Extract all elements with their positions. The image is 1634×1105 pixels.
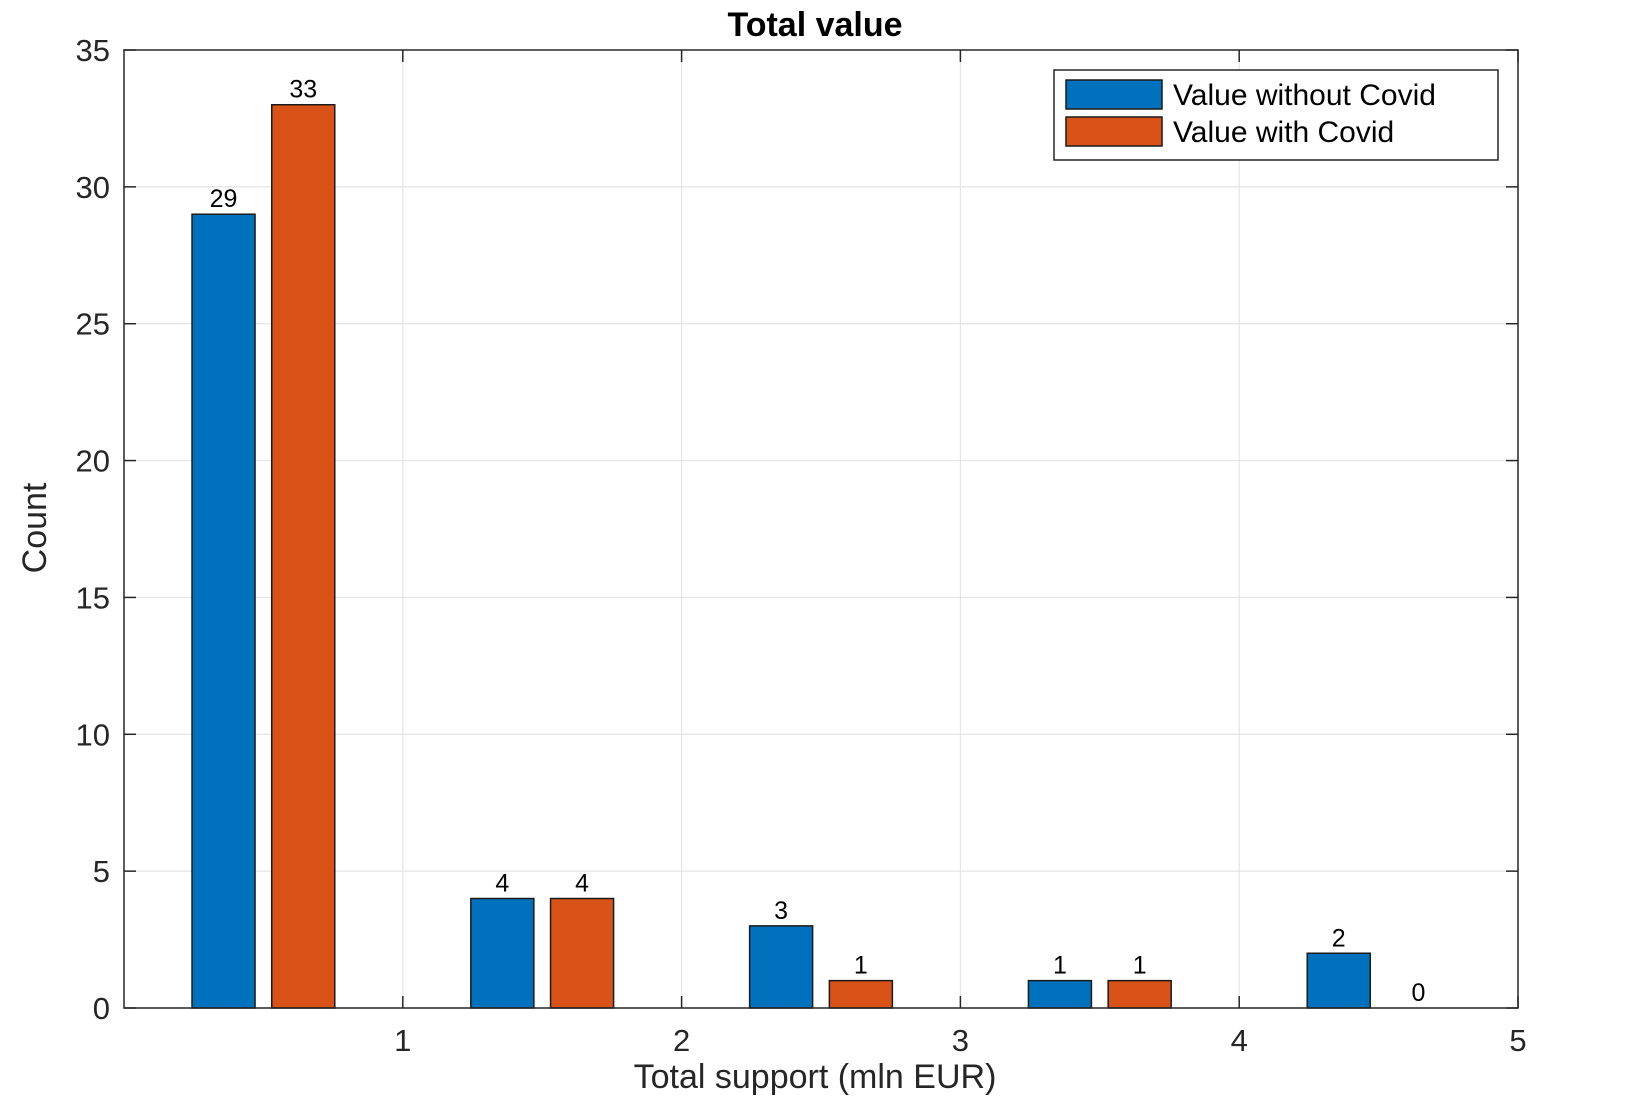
bar-without-covid <box>1027 979 1093 1009</box>
bars <box>191 103 1371 1009</box>
data-label: 29 <box>210 185 238 213</box>
data-labels: 2933443111200 <box>210 76 1426 1007</box>
legend-entry: Value with Covid <box>1173 116 1394 149</box>
data-label: 0 <box>1412 979 1426 1007</box>
chart-title: Total value <box>727 6 902 44</box>
y-tick-label: 5 <box>93 854 110 889</box>
legend-swatch <box>1065 79 1163 110</box>
plot-frame <box>123 49 1519 1009</box>
bar-without-covid <box>748 925 814 1009</box>
y-tick-label: 30 <box>76 170 110 205</box>
y-tick-label: 20 <box>76 444 110 479</box>
x-tick-label: 3 <box>952 1023 969 1058</box>
y-tick-label: 35 <box>76 33 110 68</box>
legend: Value without Covid Value with Covid <box>1053 69 1499 161</box>
x-tick-label: 4 <box>1231 1023 1248 1058</box>
legend-entry: Value without Covid <box>1173 79 1436 112</box>
x-axis-label: Total support (mln EUR) <box>634 1058 997 1096</box>
y-tick-label: 15 <box>76 580 110 615</box>
bar-without-covid <box>191 213 256 1009</box>
y-axis-label: Count <box>16 482 54 573</box>
bar-with-covid <box>1107 979 1172 1009</box>
data-label: 4 <box>575 870 589 898</box>
bar-with-covid <box>549 897 615 1009</box>
data-label: 4 <box>495 870 509 898</box>
data-label: 1 <box>854 952 868 980</box>
x-tick-label: 1 <box>394 1023 411 1058</box>
y-tick-label: 0 <box>93 991 110 1026</box>
data-label: 1 <box>1053 952 1067 980</box>
y-tick-label: 10 <box>76 717 110 752</box>
data-label: 2 <box>1332 924 1346 952</box>
bar-without-covid <box>1306 952 1371 1009</box>
data-label: 3 <box>774 897 788 925</box>
data-label: 1 <box>1133 952 1147 980</box>
y-tick-label: 25 <box>76 307 110 342</box>
grid-lines <box>124 50 1518 1008</box>
legend-swatch <box>1065 116 1163 147</box>
x-tick-label: 5 <box>1509 1023 1526 1058</box>
bar-with-covid <box>271 103 336 1009</box>
x-tick-label: 2 <box>673 1023 690 1058</box>
data-label: 33 <box>289 76 317 104</box>
bar-without-covid <box>470 897 535 1009</box>
bar-with-covid <box>828 979 894 1009</box>
